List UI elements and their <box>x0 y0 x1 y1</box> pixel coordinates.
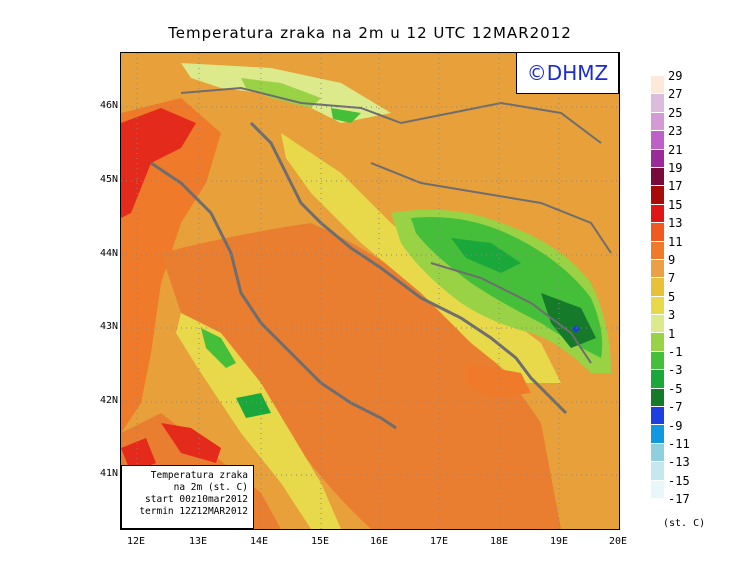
legend-swatch <box>651 442 664 462</box>
border-line <box>430 262 592 364</box>
cold-point <box>572 325 580 333</box>
legend-swatch <box>651 258 664 278</box>
legend-swatch <box>651 148 664 167</box>
alps-cold-core <box>331 108 361 123</box>
info-line: na 2m (st. C) <box>173 482 248 493</box>
legend-swatch <box>651 75 664 94</box>
lat-label: 45N <box>99 174 118 185</box>
legend-label: -7 <box>668 400 683 415</box>
temperature-map <box>120 52 620 530</box>
legend-swatch <box>651 350 664 370</box>
alps-cold-core <box>241 78 321 108</box>
legend-label: 3 <box>668 308 676 323</box>
bosnia-cold-core <box>541 293 596 348</box>
info-box: Temperatura zraka na 2m (st. C) start 00… <box>121 465 254 529</box>
legend-swatch <box>651 406 664 425</box>
apennine-cold <box>201 328 236 368</box>
legend-label: -13 <box>668 455 690 470</box>
legend-swatch <box>651 314 664 333</box>
south-hot-spot <box>121 438 156 473</box>
lon-label: 15E <box>310 536 330 547</box>
legend-swatch <box>651 369 664 388</box>
lon-label: 19E <box>549 536 569 547</box>
apennine-band <box>176 313 341 529</box>
lon-label: 17E <box>429 536 449 547</box>
map-title: Temperatura zraka na 2m u 12 UTC 12MAR20… <box>168 24 572 42</box>
legend-swatch <box>651 332 664 351</box>
legend-label: 7 <box>668 271 676 286</box>
legend-label: 17 <box>668 179 683 194</box>
legend-swatch <box>651 130 664 149</box>
legend-swatch <box>651 424 664 443</box>
legend-label: -1 <box>668 345 683 359</box>
legend-swatch <box>651 277 664 296</box>
info-line: Temperatura zraka <box>150 470 248 481</box>
legend-label: -3 <box>668 363 683 378</box>
color-legend <box>651 75 664 498</box>
legend-label: -9 <box>668 418 683 433</box>
legend-label: 11 <box>668 234 683 249</box>
lat-label: 43N <box>99 321 118 332</box>
lat-label: 44N <box>99 248 118 259</box>
lat-label: 41N <box>99 468 118 479</box>
lat-label: 46N <box>99 100 118 111</box>
legend-label: 1 <box>668 326 676 341</box>
legend-swatch <box>651 93 664 112</box>
legend-label: 13 <box>668 216 683 231</box>
legend-swatch <box>651 479 664 498</box>
legend-swatch <box>651 222 664 241</box>
legend-unit: (st. C) <box>663 518 706 529</box>
adriatic-sea <box>161 223 561 529</box>
border-line <box>370 162 612 254</box>
coast-warm <box>466 363 531 398</box>
legend-swatch <box>651 185 664 204</box>
copyright-box: ©DHMZ <box>516 52 619 94</box>
graticule <box>121 53 619 529</box>
legend-swatch <box>651 240 664 259</box>
legend-label: -11 <box>668 437 690 451</box>
italy-warm-zone <box>121 98 221 433</box>
legend-swatch <box>651 387 664 407</box>
legend-label: 9 <box>668 253 676 267</box>
legend-label: -17 <box>668 492 690 507</box>
legend-label: 25 <box>668 105 683 120</box>
legend-swatch <box>651 461 664 480</box>
south-hot-spot <box>161 423 221 463</box>
legend-label: 5 <box>668 289 676 304</box>
legend-label: 27 <box>668 87 683 102</box>
legend-swatch <box>651 203 664 223</box>
po-valley-hot <box>121 108 196 218</box>
coastline-east <box>249 121 568 415</box>
lon-label: 18E <box>489 536 509 547</box>
apennine-cold <box>236 393 271 418</box>
legend-swatch <box>651 295 664 315</box>
legend-swatch <box>651 166 664 186</box>
info-line: termin 12Z12MAR2012 <box>139 506 248 517</box>
legend-swatch <box>651 111 664 131</box>
info-line: start 00z10mar2012 <box>145 494 248 505</box>
legend-label: 19 <box>668 161 683 175</box>
legend-label: 21 <box>668 142 683 157</box>
lat-label: 42N <box>99 395 118 406</box>
legend-label: 29 <box>668 69 683 83</box>
lon-label: 16E <box>369 536 389 547</box>
legend-label: -5 <box>668 381 683 396</box>
lon-label: 12E <box>126 536 146 547</box>
lon-label: 20E <box>608 536 628 547</box>
legend-label: 23 <box>668 124 683 139</box>
legend-label: -15 <box>668 473 690 488</box>
lon-label: 14E <box>249 536 269 547</box>
legend-label: 15 <box>668 197 683 212</box>
lon-label: 13E <box>188 536 208 547</box>
